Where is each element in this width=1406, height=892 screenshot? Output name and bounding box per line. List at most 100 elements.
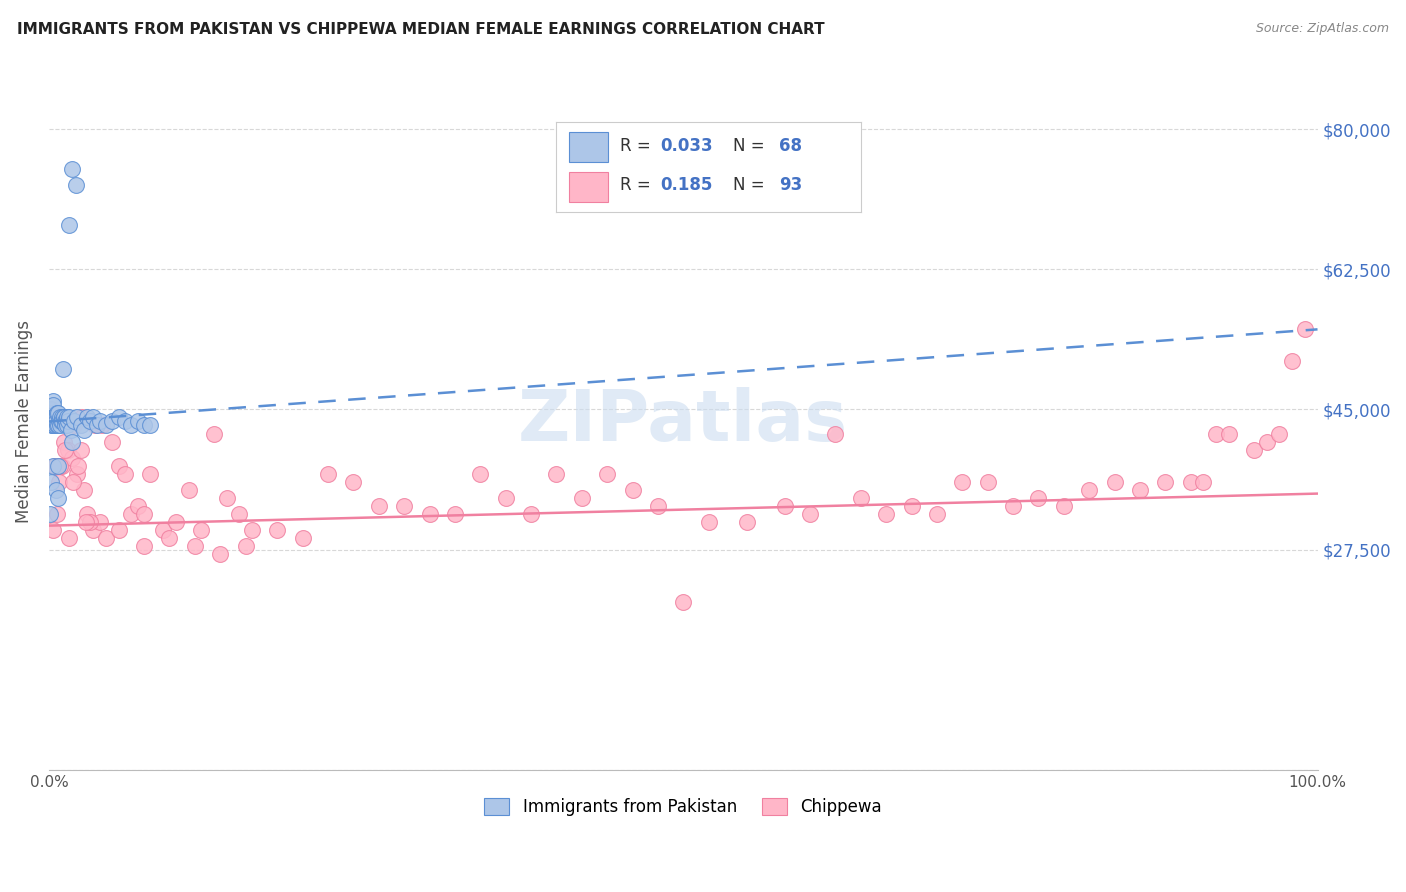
Point [45,410,67,425]
Point [316,467,339,481]
Point [1256,434,1278,449]
Point [51,458,73,473]
Point [55,418,77,433]
Point [215,491,238,505]
Point [42,410,65,425]
Point [107,410,129,425]
Point [470,467,492,481]
Point [152,523,174,537]
Point [571,491,593,505]
Point [46,418,69,433]
Point [79,515,101,529]
Point [42,415,65,429]
Point [44,415,66,429]
Text: Source: ZipAtlas.com: Source: ZipAtlas.com [1256,22,1389,36]
Point [45,507,67,521]
Point [520,507,543,521]
Point [127,415,149,429]
Point [495,491,517,505]
Point [101,415,124,429]
Point [120,418,142,433]
Point [120,507,142,521]
Point [419,507,441,521]
Point [76,410,98,425]
Legend: Immigrants from Pakistan, Chippewa: Immigrants from Pakistan, Chippewa [477,789,890,824]
Point [46,458,69,473]
Point [65,178,87,193]
Point [42,523,65,537]
Point [1002,499,1025,513]
Point [89,515,111,529]
Point [56,415,79,429]
Point [58,218,80,232]
Point [42,399,65,413]
Point [55,415,77,429]
Point [59,423,82,437]
Point [42,410,65,425]
Point [1268,426,1291,441]
Point [1218,426,1240,441]
Point [235,539,257,553]
Point [1028,491,1050,505]
Point [139,418,162,433]
Point [114,415,136,429]
Point [53,434,76,449]
Point [342,475,364,489]
Point [1243,442,1265,457]
Point [1294,322,1316,336]
Point [52,410,75,425]
Point [60,434,83,449]
Point [202,426,225,441]
Point [266,523,288,537]
Point [76,507,98,521]
Point [44,418,66,433]
Point [49,410,72,425]
Point [69,418,91,433]
Point [824,426,846,441]
Text: ZIPatlas: ZIPatlas [519,387,848,456]
Point [41,410,63,425]
Point [1281,354,1303,368]
Point [101,434,124,449]
Point [39,402,62,417]
Point [950,475,973,489]
Point [39,407,62,421]
Point [60,162,83,177]
Point [44,458,66,473]
Point [1205,426,1227,441]
Point [51,410,73,425]
Point [38,410,60,425]
Point [132,507,155,521]
Point [184,539,207,553]
Point [91,418,114,433]
Point [46,407,69,421]
Point [39,475,62,489]
Point [849,491,872,505]
Point [672,595,695,609]
Point [773,499,796,513]
Point [58,410,80,425]
Point [45,415,67,429]
Point [48,418,70,433]
Point [69,442,91,457]
Point [55,442,77,457]
Point [444,507,467,521]
Point [799,507,821,521]
Point [52,362,75,376]
Point [75,515,97,529]
Point [228,507,250,521]
Point [875,507,897,521]
Point [42,418,65,433]
Point [41,410,63,425]
Point [139,467,162,481]
Y-axis label: Median Female Earnings: Median Female Earnings [15,320,32,523]
Point [976,475,998,489]
Point [51,415,73,429]
Point [60,450,83,465]
Point [45,483,67,497]
Point [392,499,415,513]
Point [55,410,77,425]
Point [107,523,129,537]
Point [86,418,108,433]
Point [49,415,72,429]
